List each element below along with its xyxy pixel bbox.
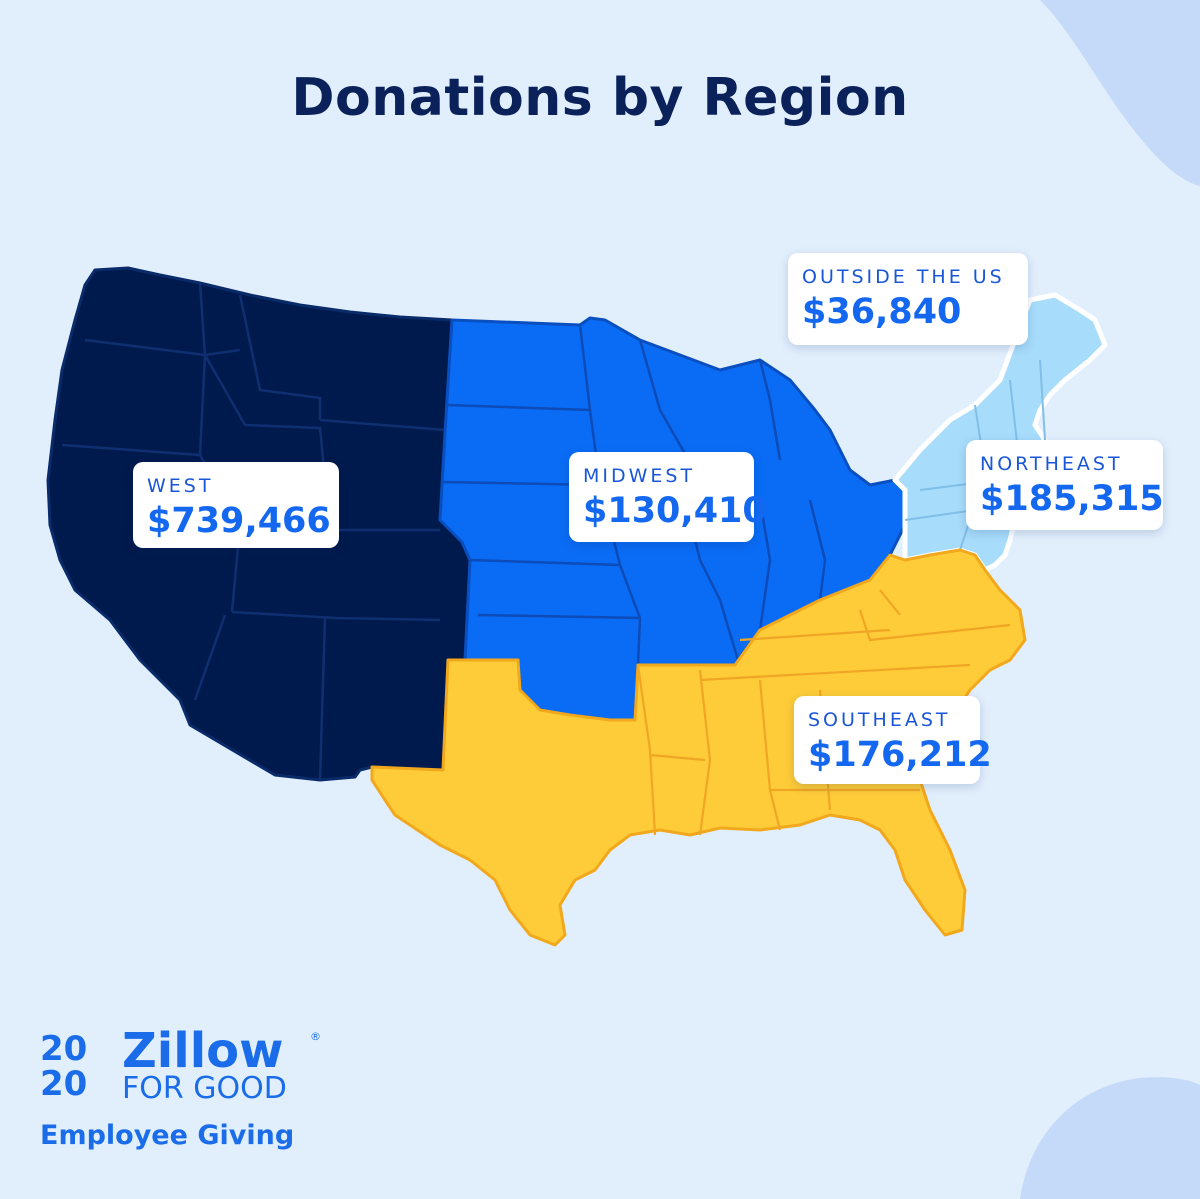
logo-brand: Zillow: [122, 1023, 284, 1079]
region-amount-northeast: $185,315: [980, 479, 1164, 519]
label-midwest: MIDWEST $130,410: [569, 452, 767, 542]
region-name-outside-the-us: OUTSIDE THE US: [802, 266, 1005, 288]
region-name-midwest: MIDWEST: [583, 465, 696, 487]
region-amount-west: $739,466: [147, 501, 331, 541]
label-southeast: SOUTHEAST $176,212: [794, 696, 992, 784]
label-outside-the-us: OUTSIDE THE US $36,840: [788, 253, 1028, 345]
region-name-west: WEST: [147, 475, 214, 497]
region-amount-outside-the-us: $36,840: [802, 292, 962, 332]
logo-subtitle: FOR GOOD: [122, 1071, 287, 1106]
page-title: Donations by Region: [291, 68, 909, 128]
region-amount-southeast: $176,212: [808, 735, 992, 775]
region-name-northeast: NORTHEAST: [980, 453, 1123, 475]
logo-year: 20 20: [40, 1032, 110, 1102]
label-northeast: NORTHEAST $185,315: [966, 440, 1164, 530]
region-southeast: [370, 548, 1027, 947]
label-west: WEST $739,466: [133, 462, 339, 548]
region-amount-midwest: $130,410: [583, 491, 767, 531]
logo-year-top: 20: [40, 1029, 88, 1069]
logo-tagline: Employee Giving: [40, 1120, 295, 1151]
logo-registered-mark: ®: [310, 1030, 321, 1043]
region-name-southeast: SOUTHEAST: [808, 709, 951, 731]
logo-year-bottom: 20: [40, 1064, 88, 1104]
